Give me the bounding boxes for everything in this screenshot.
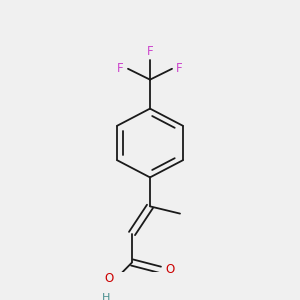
Text: H: H: [102, 293, 110, 300]
Text: F: F: [117, 62, 124, 75]
Text: F: F: [147, 45, 153, 58]
Text: O: O: [165, 263, 174, 276]
Text: O: O: [105, 272, 114, 285]
Text: F: F: [176, 62, 183, 75]
